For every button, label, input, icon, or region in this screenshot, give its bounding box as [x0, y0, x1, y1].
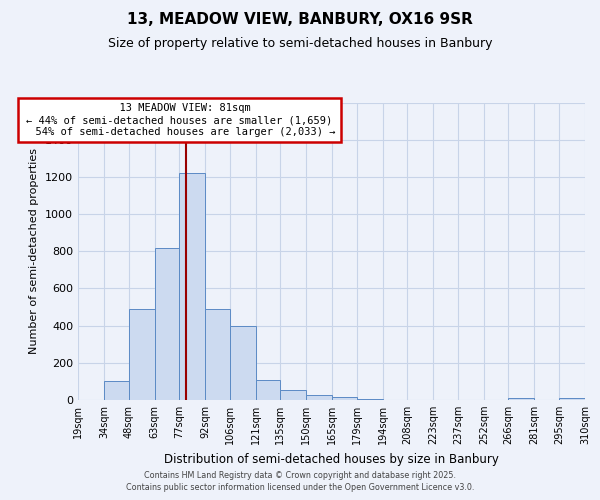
Bar: [357, 399, 383, 400]
Text: Size of property relative to semi-detached houses in Banbury: Size of property relative to semi-detach…: [108, 38, 492, 51]
Bar: [280, 390, 306, 400]
Text: Contains public sector information licensed under the Open Government Licence v3: Contains public sector information licen…: [126, 484, 474, 492]
Bar: [104, 382, 128, 400]
Bar: [306, 396, 332, 400]
Bar: [205, 309, 230, 400]
Text: 13, MEADOW VIEW, BANBURY, OX16 9SR: 13, MEADOW VIEW, BANBURY, OX16 9SR: [127, 12, 473, 28]
Bar: [256, 380, 280, 400]
Bar: [155, 248, 179, 400]
Bar: [508, 398, 535, 400]
Bar: [559, 398, 585, 400]
Bar: [332, 397, 357, 400]
Bar: [230, 326, 256, 400]
Text: Contains HM Land Registry data © Crown copyright and database right 2025.: Contains HM Land Registry data © Crown c…: [144, 471, 456, 480]
X-axis label: Distribution of semi-detached houses by size in Banbury: Distribution of semi-detached houses by …: [164, 452, 499, 466]
Text: 13 MEADOW VIEW: 81sqm
← 44% of semi-detached houses are smaller (1,659)
  54% of: 13 MEADOW VIEW: 81sqm ← 44% of semi-deta…: [23, 104, 335, 136]
Y-axis label: Number of semi-detached properties: Number of semi-detached properties: [29, 148, 40, 354]
Bar: [179, 173, 205, 400]
Bar: [128, 309, 155, 400]
